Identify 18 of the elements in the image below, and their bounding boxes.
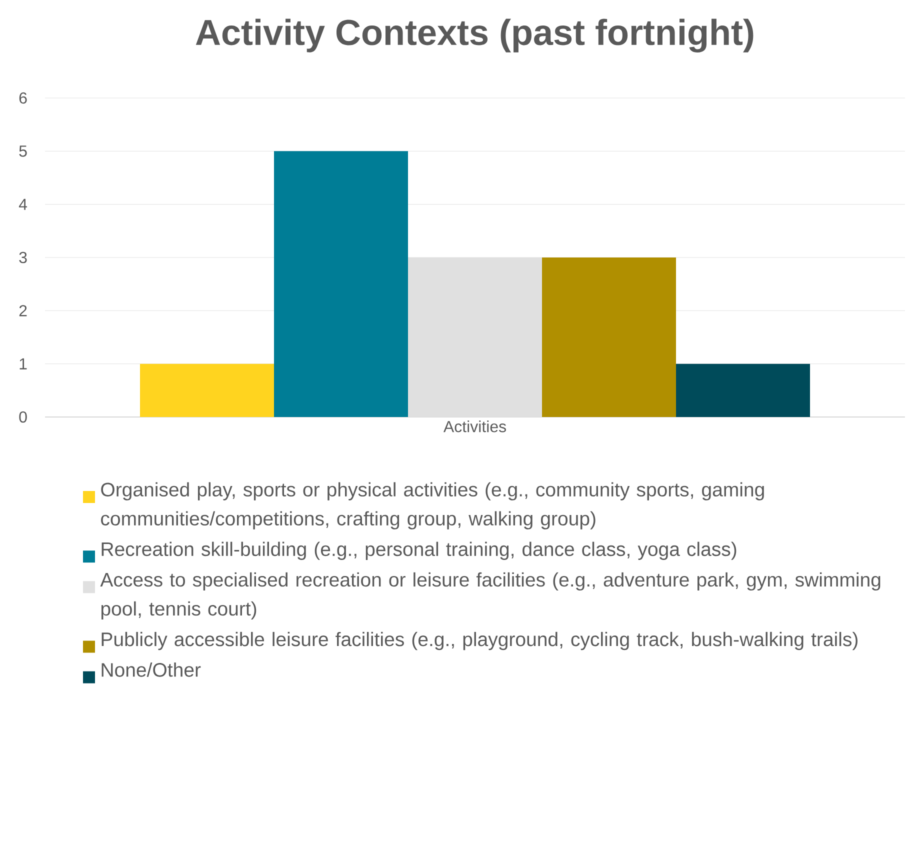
legend-label: Organised play, sports or physical activities (e.g., community sports, gaming communities/competitions, crafting group, walking group)	[101, 482, 764, 530]
bar	[140, 364, 274, 417]
legend-label: Access to specialised recreation or leisure facilities (e.g., adventure park, gym, swimming pool, tennis court)	[100, 572, 880, 620]
y-tick-label: 5	[19, 146, 27, 157]
y-tick-label: 0	[19, 411, 27, 423]
legend-label: Publicly accessible leisure facilities (e.g., playground, cycling track, bush-walking trails)	[102, 632, 858, 650]
x-tick-label: Activities	[443, 420, 506, 432]
legend-label: Recreation skill-building (e.g., personal training, dance class, yoga class)	[102, 542, 736, 560]
bar	[542, 257, 676, 417]
legend-label: None/Other	[102, 662, 201, 677]
chart-title: Activity Contexts (past fortnight)	[196, 18, 754, 52]
y-tick-label: 2	[19, 305, 27, 316]
bar	[676, 364, 810, 417]
y-tick-label: 4	[18, 198, 28, 210]
y-tick-label: 3	[19, 252, 27, 264]
y-tick-label: 1	[20, 358, 27, 370]
y-tick-label: 6	[19, 92, 27, 104]
bar	[274, 151, 408, 417]
